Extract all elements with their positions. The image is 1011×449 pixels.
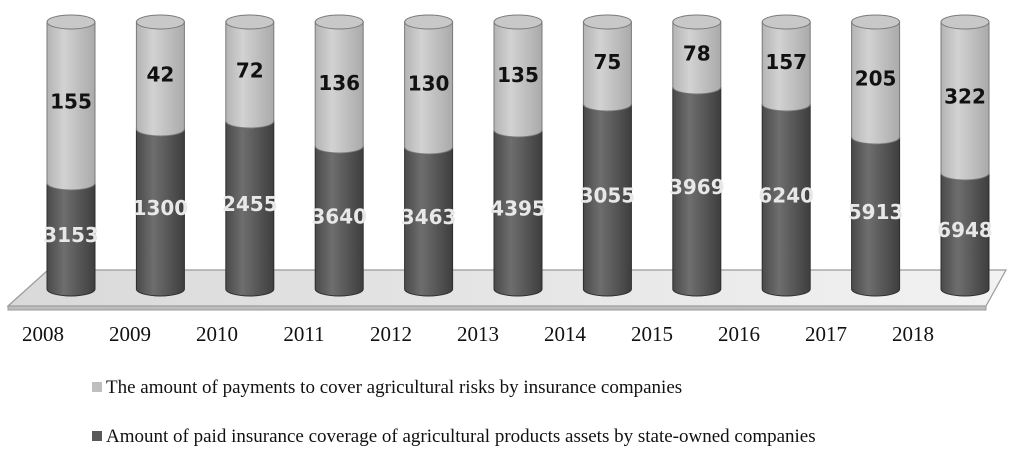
legend-label: Amount of paid insurance coverage of agr…	[106, 426, 816, 447]
bar-segment-insurance-2018	[940, 21, 990, 181]
x-tick-label-2014: 2014	[544, 322, 587, 346]
bar-2008: 155 3153	[43, 14, 99, 297]
x-tick-label-2015: 2015	[631, 322, 673, 346]
data-label-insurance-2018: 322	[944, 85, 986, 109]
legend-swatch-dark	[92, 431, 102, 441]
data-label-state-owned-2013: 4395	[490, 197, 546, 221]
bar-segment-insurance-2011	[314, 21, 364, 154]
bar-segment-insurance-2013	[493, 21, 543, 138]
bar-2013: 135 4395	[490, 14, 546, 297]
bar-top-cap-2010	[225, 14, 275, 30]
data-label-state-owned-2015: 3969	[669, 175, 725, 199]
data-label-state-owned-2016: 6240	[758, 184, 814, 208]
data-label-insurance-2017: 205	[855, 67, 897, 91]
bar-top-cap-2018	[940, 14, 990, 30]
data-label-state-owned-2008: 3153	[43, 223, 99, 247]
bar-top-cap-2014	[582, 14, 632, 30]
bar-segment-insurance-2008	[46, 21, 96, 191]
legend-item-insurance-companies: The amount of payments to cover agricult…	[92, 377, 682, 399]
bar-segment-insurance-2015	[672, 21, 722, 95]
x-axis-labels: 2008 2009 2010 2011 2012 2013 2014 2015 2016 2017…	[22, 322, 934, 346]
x-tick-label-2010: 2010	[196, 322, 238, 346]
bar-2015: 78 3969	[669, 14, 725, 297]
data-label-insurance-2011: 136	[318, 71, 360, 95]
bar-2009: 42 1300	[133, 14, 189, 297]
bars-group: 155 3153 42 1300 72 2455 136 3640 130 3463 135 4395…	[43, 14, 993, 297]
bar-2018: 322 6948	[937, 14, 993, 297]
bar-segment-insurance-2016	[761, 21, 811, 112]
x-tick-label-2011: 2011	[283, 322, 324, 346]
data-label-insurance-2013: 135	[497, 63, 539, 87]
data-label-state-owned-2018: 6948	[937, 218, 993, 242]
data-label-insurance-2008: 155	[50, 90, 92, 114]
data-label-insurance-2012: 130	[408, 72, 450, 96]
bar-top-cap-2011	[314, 14, 364, 30]
data-label-state-owned-2010: 2455	[222, 192, 278, 216]
data-label-state-owned-2011: 3640	[311, 205, 367, 229]
bar-top-cap-2017	[851, 14, 901, 30]
bar-segment-insurance-2017	[851, 21, 901, 145]
data-label-state-owned-2009: 1300	[133, 196, 189, 220]
data-label-state-owned-2017: 5913	[848, 200, 904, 224]
bar-segment-insurance-2014	[582, 21, 632, 112]
data-label-state-owned-2014: 3055	[580, 184, 636, 208]
x-tick-label-2009: 2009	[109, 322, 151, 346]
bar-2016: 157 6240	[758, 14, 814, 297]
x-tick-label-2012: 2012	[370, 322, 412, 346]
x-tick-label-2018: 2018	[892, 322, 934, 346]
bar-2017: 205 5913	[848, 14, 904, 297]
bar-segment-insurance-2010	[225, 21, 275, 129]
bar-top-cap-2008	[46, 14, 96, 30]
bar-top-cap-2013	[493, 14, 543, 30]
x-tick-label-2017: 2017	[805, 322, 847, 346]
bar-2010: 72 2455	[222, 14, 278, 297]
bar-top-cap-2015	[672, 14, 722, 30]
data-label-insurance-2014: 75	[593, 50, 621, 74]
chart-floor-edge	[7, 305, 987, 311]
data-label-insurance-2009: 42	[146, 63, 174, 87]
data-label-insurance-2015: 78	[683, 42, 711, 66]
data-label-insurance-2010: 72	[236, 59, 264, 83]
legend-swatch-light	[92, 382, 102, 392]
legend-item-state-owned-companies: Amount of paid insurance coverage of agr…	[92, 426, 816, 448]
bar-2011: 136 3640	[311, 14, 367, 297]
bar-segment-insurance-2012	[404, 21, 454, 155]
data-label-state-owned-2012: 3463	[401, 205, 457, 229]
data-label-insurance-2016: 157	[765, 50, 807, 74]
bar-top-cap-2016	[761, 14, 811, 30]
bar-2012: 130 3463	[401, 14, 457, 297]
bar-top-cap-2012	[404, 14, 454, 30]
x-tick-label-2016: 2016	[718, 322, 760, 346]
legend-label: The amount of payments to cover agricult…	[106, 377, 683, 398]
bar-2014: 75 3055	[580, 14, 636, 297]
x-tick-label-2008: 2008	[22, 322, 64, 346]
bar-top-cap-2009	[135, 14, 185, 30]
bar-segment-insurance-2009	[135, 21, 185, 137]
x-tick-label-2013: 2013	[457, 322, 499, 346]
